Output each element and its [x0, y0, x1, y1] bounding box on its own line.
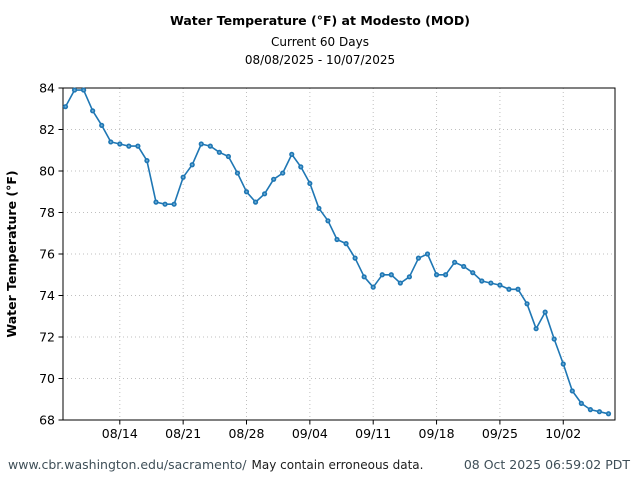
svg-text:82: 82 [39, 122, 55, 137]
svg-text:76: 76 [39, 247, 55, 262]
svg-text:08/28: 08/28 [228, 426, 264, 441]
svg-text:78: 78 [39, 205, 55, 220]
svg-text:09/11: 09/11 [355, 426, 391, 441]
svg-text:74: 74 [39, 288, 55, 303]
axes: 68 70 72 74 76 78 80 82 84 08/14 08/21 08/28 09/04 09… [4, 81, 581, 442]
water-temperature-chart: 68 70 72 74 76 78 80 82 84 08/14 08/21 08/28 09/04 09… [4, 81, 616, 442]
svg-text:80: 80 [39, 164, 55, 179]
svg-text:84: 84 [39, 81, 55, 96]
plot-frame [62, 87, 616, 421]
data-points [62, 87, 612, 417]
footer: www.cbr.washington.edu/sacramento/ May c… [0, 452, 640, 476]
footer-disclaimer: May contain erroneous data. [251, 457, 424, 472]
svg-text:09/04: 09/04 [292, 426, 328, 441]
svg-text:09/25: 09/25 [482, 426, 518, 441]
chart-date-range: 08/08/2025 - 10/07/2025 [244, 53, 396, 67]
svg-text:08/21: 08/21 [165, 426, 201, 441]
footer-left: www.cbr.washington.edu/sacramento/ May c… [8, 457, 423, 472]
chart-title: Water Temperature (°F) at Modesto (MOD) [169, 13, 470, 28]
chart-subtitle: Current 60 Days [271, 35, 369, 49]
svg-text:70: 70 [39, 371, 55, 386]
svg-text:10/02: 10/02 [545, 426, 581, 441]
svg-text:08/14: 08/14 [102, 426, 138, 441]
gridlines [63, 88, 615, 420]
svg-text:09/18: 09/18 [419, 426, 455, 441]
svg-text:68: 68 [39, 413, 55, 428]
temperature-line [64, 89, 609, 415]
footer-url-link[interactable]: www.cbr.washington.edu/sacramento/ [8, 456, 247, 472]
svg-text:72: 72 [39, 330, 55, 345]
y-axis-label: Water Temperature (°F) [4, 170, 19, 337]
footer-timestamp: 08 Oct 2025 06:59:02 PDT [463, 456, 630, 472]
